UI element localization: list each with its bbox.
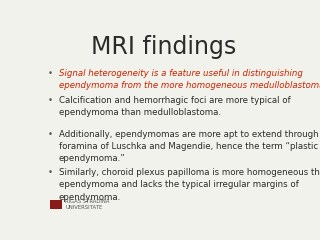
- Text: •: •: [47, 168, 52, 177]
- Text: •: •: [47, 69, 52, 78]
- Text: Signal heterogeneity is a feature useful in distinguishing
ependymoma from the m: Signal heterogeneity is a feature useful…: [59, 69, 320, 90]
- Text: •: •: [47, 130, 52, 138]
- Text: •: •: [47, 96, 52, 105]
- Text: Additionally, ependymomas are more apt to extend through the
foramina of Luschka: Additionally, ependymomas are more apt t…: [59, 130, 320, 163]
- FancyBboxPatch shape: [50, 200, 62, 209]
- Text: Calcification and hemorrhagic foci are more typical of
ependymoma than medullobl: Calcification and hemorrhagic foci are m…: [59, 96, 290, 117]
- Text: Similarly, choroid plexus papilloma is more homogeneous than
ependymoma and lack: Similarly, choroid plexus papilloma is m…: [59, 168, 320, 202]
- Text: RIGAS STRADINA
UNIVERSITATE: RIGAS STRADINA UNIVERSITATE: [65, 198, 110, 210]
- Text: MRI findings: MRI findings: [92, 35, 236, 59]
